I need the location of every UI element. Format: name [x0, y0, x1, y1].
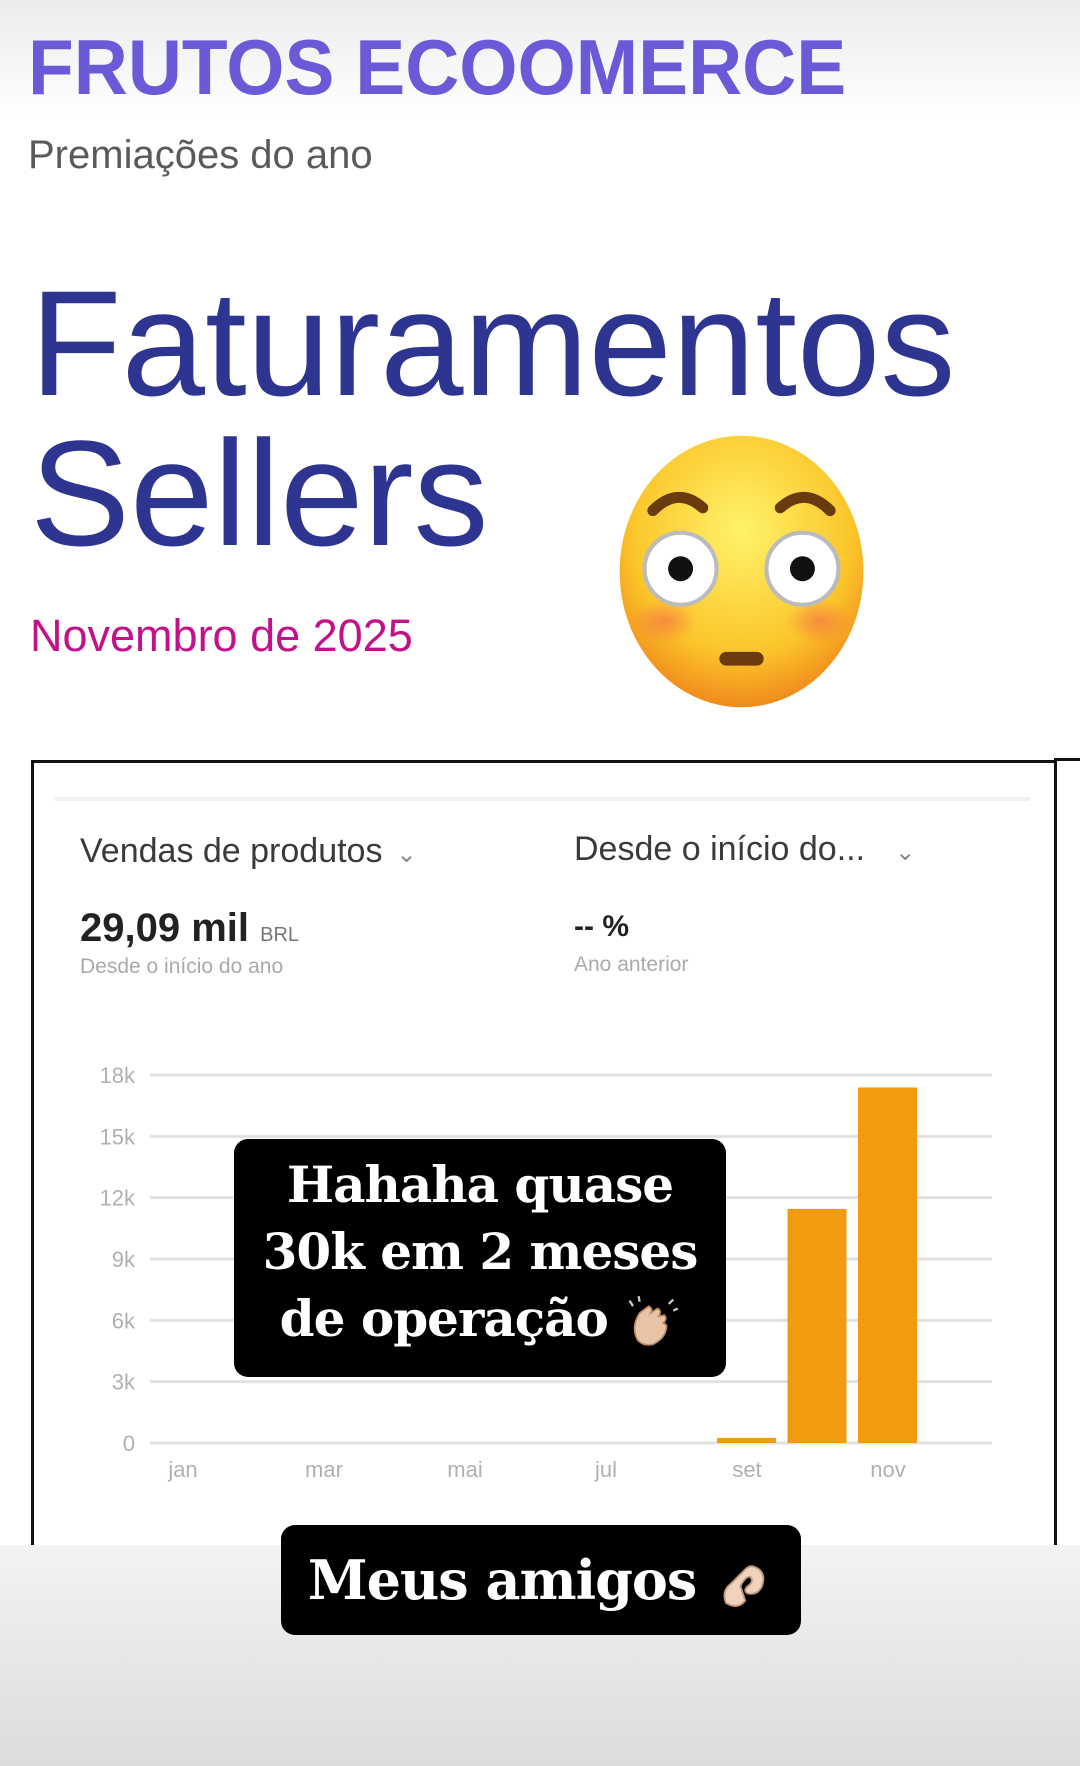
- adjacent-frame: [1054, 758, 1080, 1558]
- caption-sticker: Hahaha quase 30k em 2 meses de operação: [234, 1139, 726, 1377]
- ok-hand-icon: [723, 1565, 765, 1607]
- change-caption: Ano anterior: [574, 953, 689, 976]
- top-fade: [0, 0, 1080, 120]
- y-tick-label: 18k: [100, 1063, 136, 1088]
- sales-value-number: 29,09 mil: [80, 906, 250, 950]
- divider: [55, 797, 1030, 801]
- x-tick-label: jul: [594, 1457, 617, 1482]
- sticker-line: de operação: [279, 1289, 609, 1348]
- x-tick-label: set: [732, 1457, 761, 1482]
- sticker-line-3: de operação: [234, 1285, 726, 1352]
- headline-line2: Sellers: [30, 409, 489, 577]
- subtitle: Premiações do ano: [28, 133, 373, 177]
- headline: Faturamentos Sellers: [30, 268, 955, 568]
- sticker-line: 30k em 2 meses: [262, 1222, 699, 1281]
- value-caption: Desde o início do ano: [80, 955, 284, 978]
- x-tick-label: mar: [305, 1457, 343, 1482]
- currency-label: BRL: [260, 924, 300, 946]
- period-dropdown[interactable]: Desde o início do... ⌄: [574, 830, 915, 869]
- change-value: -- %: [574, 910, 629, 943]
- headline-line1: Faturamentos: [30, 259, 956, 427]
- bar-out: [787, 1208, 847, 1443]
- x-tick-label: mai: [447, 1457, 482, 1482]
- y-tick-label: 15k: [100, 1124, 136, 1149]
- bottom-sticker-text: Meus amigos: [307, 1548, 697, 1612]
- metric-dropdown-label: Vendas de produtos: [80, 832, 383, 870]
- x-tick-label: nov: [870, 1457, 905, 1482]
- sales-value: 29,09 mil BRL: [80, 906, 299, 951]
- flushed-face-icon: [619, 435, 864, 708]
- chevron-down-icon: ⌄: [895, 839, 916, 866]
- y-tick-label: 6k: [112, 1308, 136, 1333]
- bar-nov: [858, 1087, 917, 1443]
- chevron-down-icon: ⌄: [396, 841, 417, 868]
- y-tick-label: 9k: [112, 1247, 136, 1272]
- y-tick-label: 12k: [100, 1186, 136, 1211]
- metric-dropdown[interactable]: Vendas de produtos ⌄: [80, 832, 417, 871]
- sticker-line: Hahaha quase: [286, 1155, 674, 1214]
- clapping-hands-icon: [628, 1295, 679, 1346]
- bottom-sticker: Meus amigos: [281, 1525, 801, 1635]
- y-tick-label: 3k: [112, 1370, 136, 1395]
- x-tick-label: jan: [167, 1457, 197, 1482]
- period-dropdown-label: Desde o início do...: [574, 830, 866, 868]
- bar-set: [717, 1437, 776, 1443]
- month-label: Novembro de 2025: [30, 610, 413, 661]
- brand-title: FRUTOS ECOOMERCE: [28, 23, 847, 111]
- y-tick-label: 0: [123, 1431, 135, 1456]
